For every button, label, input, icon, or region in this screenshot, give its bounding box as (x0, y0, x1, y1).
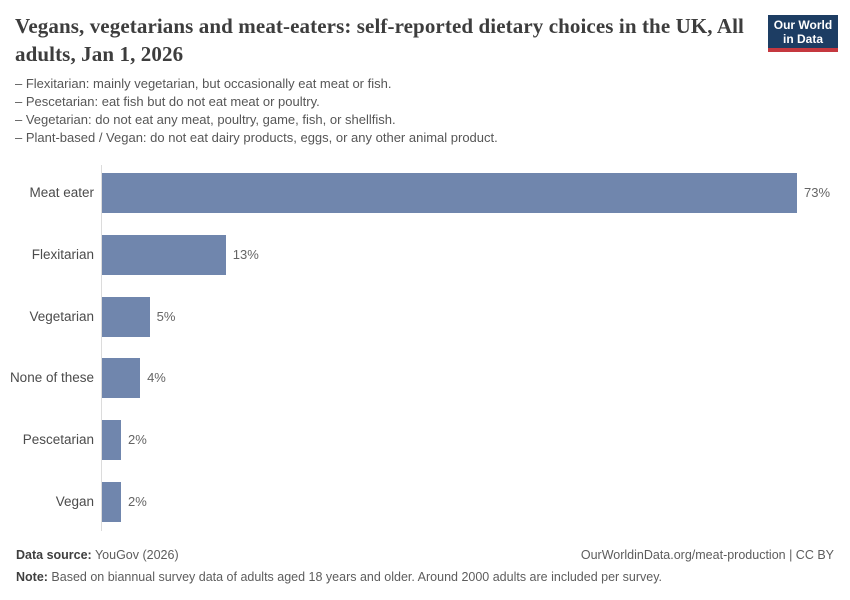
subtitle-line: – Flexitarian: mainly vegetarian, but oc… (15, 76, 392, 91)
category-label: Flexitarian (31, 246, 94, 262)
owid-logo[interactable]: Our World in Data (768, 15, 838, 52)
bar[interactable] (102, 173, 797, 213)
category-label: Vegan (55, 494, 94, 509)
bar[interactable] (102, 296, 150, 337)
bar[interactable] (102, 482, 122, 522)
bar[interactable] (102, 358, 141, 399)
category-label: Meat eater (29, 185, 94, 200)
data-source-label: Data source: (16, 548, 92, 562)
bar-row: Meat eater 73% (0, 173, 850, 213)
value-label: 5% (156, 308, 176, 324)
category-label: Vegetarian (29, 308, 94, 324)
bar-row: Vegan 2% (0, 482, 850, 522)
footer-note-value: Based on biannual survey data of adults … (47, 570, 663, 584)
bar-row: Vegetarian 5% (0, 296, 850, 337)
subtitle-line: – Plant-based / Vegan: do not eat dairy … (15, 130, 498, 145)
footer-note-label: Note: (16, 570, 48, 584)
owid-logo-line1: Our World (773, 18, 833, 32)
y-axis-line (101, 165, 102, 531)
footer-note: Note: Based on biannual survey data of a… (16, 569, 834, 585)
owid-logo-line2: in Data (782, 32, 823, 46)
value-label: 73% (804, 185, 831, 200)
bar-row: Flexitarian 13% (0, 234, 850, 275)
bar-row: None of these 4% (0, 358, 850, 399)
data-source-value: YouGov (2026) (91, 548, 179, 562)
subtitle-line: – Pescetarian: eat fish but do not eat m… (15, 94, 320, 109)
subtitle-line: – Vegetarian: do not eat any meat, poult… (15, 112, 396, 127)
category-label: None of these (9, 370, 94, 386)
chart-subtitle: – Flexitarian: mainly vegetarian, but oc… (15, 75, 755, 147)
category-label: Pescetarian (22, 432, 94, 448)
value-label: 2% (128, 432, 147, 448)
value-label: 13% (232, 246, 259, 262)
footer-link[interactable]: OurWorldinData.org/meat-production | CC … (580, 548, 834, 562)
bar-row: Pescetarian 2% (0, 420, 850, 461)
bar-plot: Meat eater 73% Flexitarian 13% Vegetarian 5% N… (0, 165, 850, 537)
data-source: Data source: YouGov (2026) (16, 547, 179, 563)
bar[interactable] (102, 234, 226, 275)
bar[interactable] (102, 420, 122, 461)
chart-footer: Data source: YouGov (2026) OurWorldinDat… (16, 547, 834, 585)
chart-title: Vegans, vegetarians and meat-eaters: sel… (15, 14, 744, 66)
value-label: 2% (128, 494, 147, 509)
value-label: 4% (147, 370, 166, 386)
